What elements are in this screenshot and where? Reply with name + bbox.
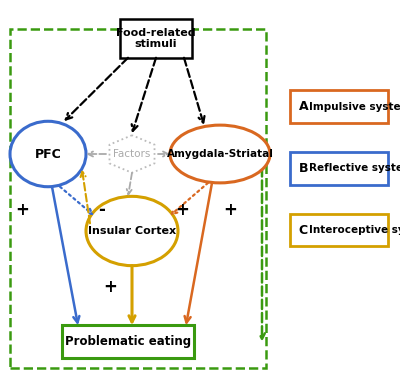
Text: Amygdala-Striatal: Amygdala-Striatal [166, 149, 274, 159]
Text: +: + [175, 201, 189, 219]
Text: Impulsive system: Impulsive system [309, 102, 400, 112]
Text: Insular Cortex: Insular Cortex [88, 226, 176, 236]
Text: +: + [15, 201, 29, 219]
Text: B: B [299, 162, 308, 175]
Text: Interoceptive system: Interoceptive system [309, 225, 400, 235]
Ellipse shape [86, 196, 178, 266]
Text: Factors: Factors [113, 149, 151, 159]
Text: Food-related
stimuli: Food-related stimuli [116, 28, 196, 49]
Ellipse shape [10, 121, 86, 187]
Text: -: - [98, 201, 106, 219]
Bar [290, 90, 388, 123]
Polygon shape [110, 135, 154, 173]
Text: +: + [103, 278, 117, 296]
Text: C: C [299, 224, 308, 236]
Text: Reflective system: Reflective system [309, 164, 400, 173]
Text: +: + [223, 201, 237, 219]
Ellipse shape [170, 125, 270, 183]
Bar [290, 214, 388, 246]
Bar [10, 29, 266, 368]
Text: PFC: PFC [35, 147, 61, 161]
Text: A: A [299, 100, 308, 113]
Bar [120, 19, 192, 58]
Bar [290, 152, 388, 185]
Bar [62, 325, 194, 358]
Text: Problematic eating: Problematic eating [65, 335, 191, 348]
